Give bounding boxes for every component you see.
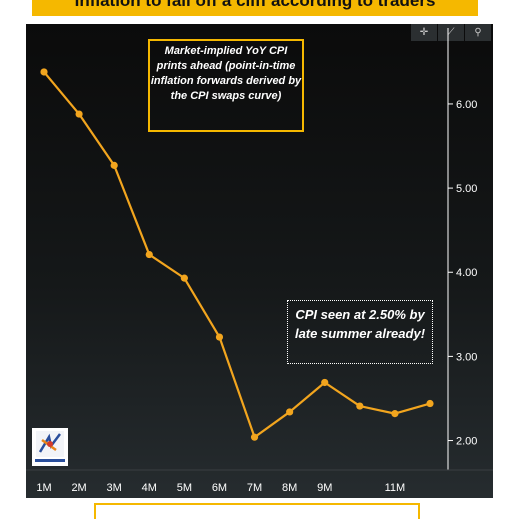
y-tick-label: 6.00 [456,99,477,111]
x-tick-label: 2M [71,482,86,494]
data-point [426,399,434,408]
data-point [145,250,153,259]
data-point [110,161,118,169]
data-point [75,110,83,118]
x-tick-label: 7M [247,482,262,494]
cpi-series-line [43,71,431,439]
chart-title: Inflation to fall off a cliff according … [32,0,478,16]
data-point [40,68,48,76]
y-tick-label: 5.00 [456,183,477,195]
zoom-icon[interactable]: ⚲ [465,24,491,41]
chart-panel [26,24,493,498]
data-point [286,408,294,416]
y-tick-label: 4.00 [456,267,477,279]
x-tick-label: 11M [385,482,406,494]
data-point [215,333,224,341]
x-tick-label: 4M [142,482,157,494]
chart-toolbar: ✛ ⟋ ⚲ [411,24,491,41]
x-tick-label: 9M [317,482,332,494]
crosshair-icon[interactable]: ✛ [411,24,437,41]
brand-logo [32,428,68,466]
data-point [250,433,259,441]
x-tick-label: 6M [212,482,227,494]
data-point [391,410,399,418]
data-point [321,378,329,387]
y-tick-label: 3.00 [456,351,477,363]
x-tick-label: 1M [36,482,51,494]
data-point [356,402,364,410]
draw-line-icon[interactable]: ⟋ [438,24,464,41]
y-tick-label: 2.00 [456,436,477,448]
source-banner [94,503,420,519]
x-tick-label: 3M [107,482,122,494]
x-tick-label: 5M [177,482,192,494]
market-implied-note: Market-implied YoY CPI prints ahead (poi… [148,39,304,132]
data-point [180,274,188,282]
x-tick-label: 8M [282,482,297,494]
cpi-forecast-note: CPI seen at 2.50% by late summer already… [287,300,433,364]
